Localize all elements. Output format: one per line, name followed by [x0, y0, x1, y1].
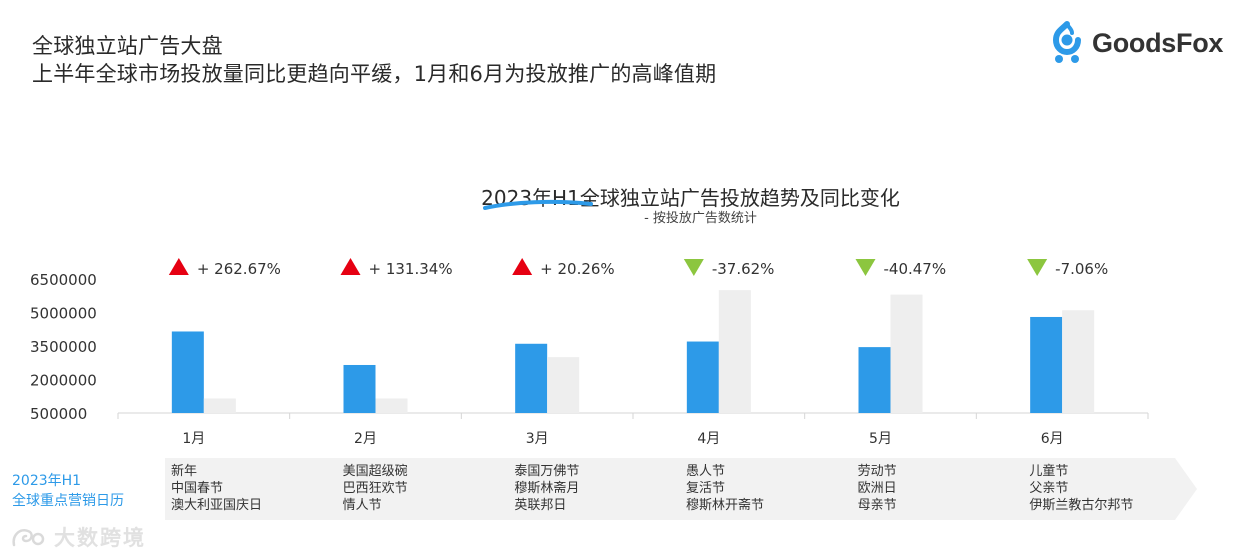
calendar-band [165, 458, 1197, 520]
bar-2022 [890, 294, 923, 413]
goodsfox-logo: GoodsFox [1048, 20, 1223, 66]
x-tick-label: 3月 [526, 431, 549, 447]
bar-2022 [203, 398, 236, 413]
calendar-event: 美国超级碗 [342, 464, 408, 479]
calendar-event: 穆斯林开斋节 [686, 498, 765, 513]
calendar-month-column: 泰国万佛节穆斯林斋月英联邦日 [514, 463, 579, 514]
fox-logo-icon [1052, 21, 1081, 63]
up-triangle-icon [512, 258, 533, 275]
calendar-event: 伊斯兰教古尔邦节 [1029, 498, 1134, 513]
watermark-text: 大数跨境 [54, 526, 146, 550]
change-label: -37.62% [712, 260, 775, 278]
change-label: + 262.67% [197, 260, 281, 278]
down-triangle-icon [1027, 259, 1048, 276]
watermark: 大数跨境 [10, 522, 146, 552]
x-tick-label: 6月 [1041, 431, 1064, 447]
change-label: + 131.34% [369, 260, 453, 278]
calendar-event: 父亲节 [1029, 481, 1069, 496]
bar-2022 [1062, 310, 1095, 413]
calendar-event: 泰国万佛节 [514, 464, 580, 479]
y-tick-label: 6500000 [30, 271, 97, 289]
calendar-event: 情人节 [342, 498, 382, 513]
calendar-event: 中国春节 [171, 481, 224, 496]
calendar-event: 儿童节 [1029, 464, 1069, 479]
calendar-label-year: 2023年H1 [12, 473, 82, 489]
x-tick-label: 2月 [354, 431, 377, 447]
y-tick-label: 5000000 [30, 305, 97, 323]
bar-chart: 6500000 5000000 3500000 2000000 500000 1月 + 26… [30, 258, 1149, 447]
chart-subtitle: - 按投放广告数统计 [644, 211, 757, 226]
watermark-logo-icon [12, 529, 45, 547]
calendar-event: 新年 [171, 464, 198, 479]
logo-text: GoodsFox [1092, 27, 1224, 58]
up-triangle-icon [340, 258, 361, 275]
calendar-month-column: 愚人节复活节穆斯林开斋节 [686, 463, 764, 514]
calendar-event: 母亲节 [857, 498, 897, 513]
calendar-event: 愚人节 [686, 464, 726, 479]
x-tick-label: 5月 [869, 431, 892, 447]
down-triangle-icon [855, 259, 876, 276]
title-underline-swoosh [483, 199, 593, 210]
up-triangle-icon [168, 258, 189, 275]
y-tick-label: 3500000 [30, 338, 97, 356]
x-tick-label: 4月 [697, 431, 720, 447]
x-tick-label: 1月 [182, 431, 205, 447]
y-tick-label: 500000 [30, 405, 87, 423]
page-subtitle: 上半年全球市场投放量同比更趋向平缓，1月和6月为投放推广的高峰值期 [32, 62, 717, 86]
y-tick-label: 2000000 [30, 372, 97, 390]
calendar-month-column: 新年中国春节澳大利亚国庆日 [171, 463, 262, 514]
calendar-event: 英联邦日 [514, 498, 567, 513]
calendar-event: 复活节 [686, 481, 726, 496]
change-label: -7.06% [1055, 260, 1108, 278]
bar-2023 [343, 364, 376, 413]
bar-2022 [547, 357, 580, 413]
calendar-event: 巴西狂欢节 [342, 481, 408, 496]
bar-2023 [686, 341, 719, 413]
calendar-month-column: 儿童节父亲节伊斯兰教古尔邦节 [1029, 463, 1133, 514]
calendar-month-column: 美国超级碗巴西狂欢节情人节 [343, 463, 408, 514]
page-title: 全球独立站广告大盘 [32, 34, 223, 58]
bar-2023 [1030, 316, 1063, 413]
calendar-event: 穆斯林斋月 [514, 481, 580, 496]
bar-2022 [375, 398, 408, 413]
calendar-event: 澳大利亚国庆日 [171, 498, 263, 513]
change-label: + 20.26% [540, 260, 615, 278]
calendar-event: 欧洲日 [857, 481, 897, 496]
bar-2023 [171, 331, 204, 413]
bar-2023 [515, 343, 548, 413]
calendar-label-title: 全球重点营销日历 [12, 493, 124, 509]
chart-title: 2023年H1全球独立站广告投放趋势及同比变化 [481, 186, 900, 210]
bar-2022 [718, 290, 751, 413]
calendar-event: 劳动节 [857, 464, 897, 479]
bar-2023 [858, 347, 891, 413]
down-triangle-icon [683, 259, 704, 276]
calendar-month-column: 劳动节 欧洲日 母亲节 [858, 463, 897, 514]
change-label: -40.47% [884, 260, 947, 278]
